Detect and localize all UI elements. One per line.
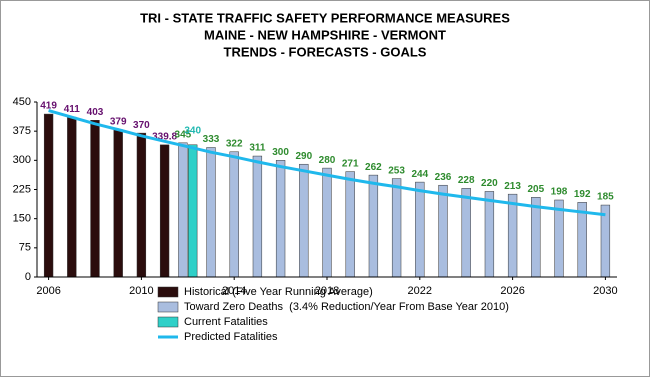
bar xyxy=(229,151,239,278)
bar xyxy=(554,199,564,278)
y-tick-label: 150 xyxy=(13,213,31,225)
bar xyxy=(90,120,100,278)
data-label: 271 xyxy=(342,158,359,169)
data-label: 192 xyxy=(574,189,591,200)
data-label: 198 xyxy=(551,187,568,198)
y-tick-label: 375 xyxy=(13,125,31,137)
chart-title: TRI - STATE TRAFFIC SAFETY PERFORMANCE M… xyxy=(140,10,510,25)
bar xyxy=(178,142,188,278)
data-label: 244 xyxy=(411,169,428,180)
data-label: 213 xyxy=(504,181,521,192)
data-label: 280 xyxy=(319,155,336,166)
bar xyxy=(188,144,198,278)
y-tick-label: 450 xyxy=(13,96,31,108)
data-label: 290 xyxy=(295,151,312,162)
chart-title: MAINE - NEW HAMPSHIRE - VERMONT xyxy=(204,27,446,42)
y-tick-label: 225 xyxy=(13,183,31,195)
data-label: 333 xyxy=(203,134,220,145)
legend-label: Current Fatalities xyxy=(184,316,268,328)
bar xyxy=(67,116,77,278)
bar xyxy=(136,132,147,278)
x-tick-label: 2014 xyxy=(222,285,246,297)
data-label: 379 xyxy=(110,116,127,127)
y-tick-label: 0 xyxy=(25,271,31,283)
bar xyxy=(438,184,448,278)
data-label: 236 xyxy=(435,172,452,183)
bar xyxy=(322,167,332,278)
data-label: 419 xyxy=(40,101,57,112)
bar xyxy=(113,129,123,278)
legend-swatch xyxy=(157,286,179,298)
data-label: 339.8 xyxy=(152,131,177,142)
bar xyxy=(206,147,216,278)
data-label: 300 xyxy=(272,147,289,158)
legend-label: Historical (Five Year Running Average) xyxy=(184,286,373,298)
y-tick-label: 75 xyxy=(19,242,31,254)
data-label: 205 xyxy=(527,184,544,195)
bar xyxy=(415,181,425,278)
data-label: 311 xyxy=(249,143,266,154)
x-tick-label: 2006 xyxy=(36,285,60,297)
data-label: 253 xyxy=(388,165,405,176)
x-tick-label: 2026 xyxy=(500,285,524,297)
bar xyxy=(275,160,286,278)
legend-swatch xyxy=(157,301,179,313)
data-label: 370 xyxy=(133,120,150,131)
data-label: 322 xyxy=(226,138,243,149)
bar xyxy=(252,155,263,278)
data-label: 262 xyxy=(365,162,382,173)
chart-title: TRENDS - FORECASTS - GOALS xyxy=(224,44,427,59)
y-tick-label: 300 xyxy=(13,154,31,166)
x-tick-label: 2018 xyxy=(315,285,339,297)
bar xyxy=(299,163,309,278)
bar xyxy=(531,197,541,278)
bar xyxy=(507,193,518,278)
bar xyxy=(43,113,54,278)
bar xyxy=(461,188,471,278)
data-label: 403 xyxy=(87,107,104,118)
x-tick-label: 2030 xyxy=(593,285,617,297)
legend-label: Predicted Fatalities xyxy=(184,331,278,343)
bar xyxy=(159,144,170,278)
data-label: 185 xyxy=(597,192,614,203)
data-label: 220 xyxy=(481,178,498,189)
data-label: 340 xyxy=(184,125,201,136)
legend-swatch xyxy=(157,316,179,328)
data-label: 345 xyxy=(175,129,192,140)
data-label: 411 xyxy=(64,104,81,115)
bar xyxy=(345,171,355,278)
legend-label: Toward Zero Deaths (3.4% Reduction/Year … xyxy=(184,301,509,313)
bar xyxy=(368,174,379,278)
trend-line xyxy=(48,109,606,217)
x-tick-label: 2022 xyxy=(408,285,432,297)
x-tick-label: 2010 xyxy=(129,285,153,297)
bar xyxy=(484,191,495,278)
bar xyxy=(391,178,402,278)
data-label: 228 xyxy=(458,175,475,186)
